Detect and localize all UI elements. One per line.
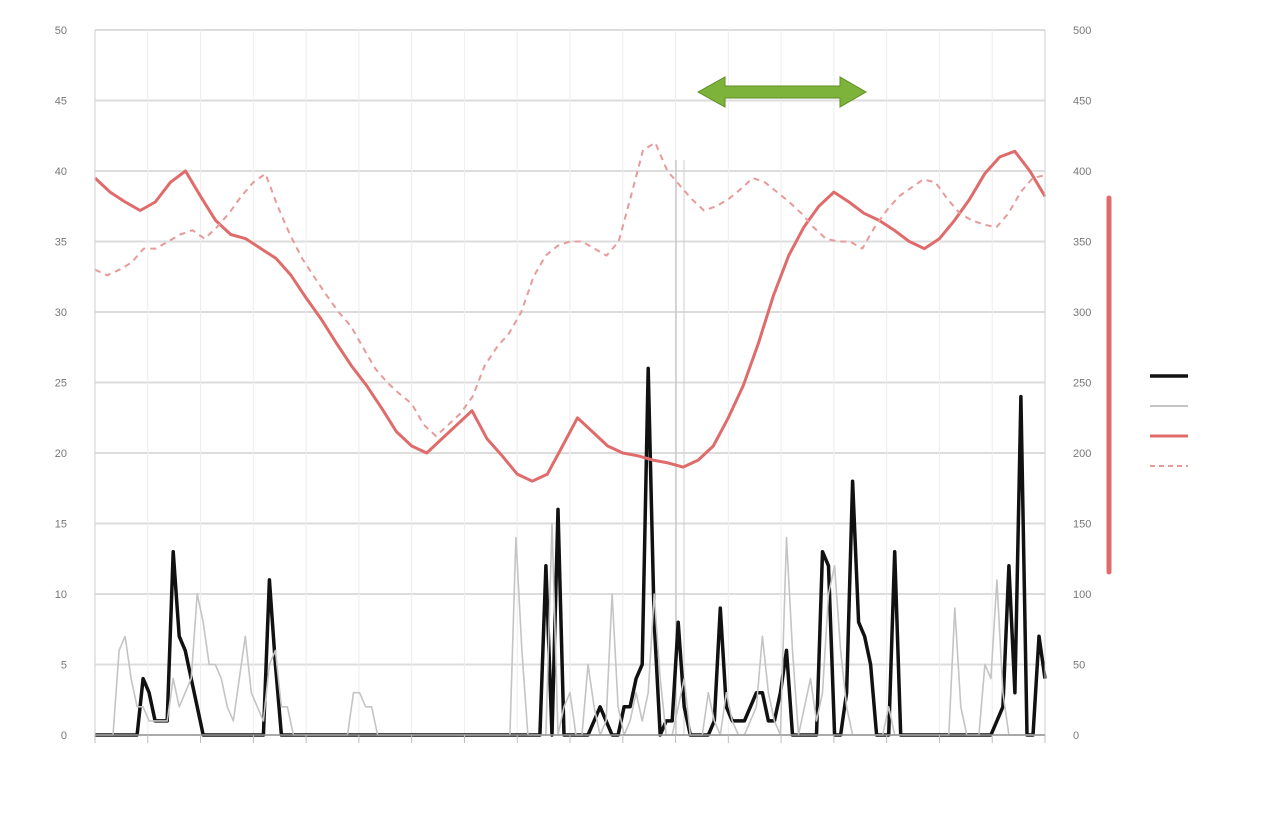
left-tick-label: 30: [55, 307, 67, 319]
series-line-4: [94, 141, 1046, 438]
right-tick-label: 350: [1073, 237, 1091, 249]
right-tick-label: 400: [1073, 166, 1091, 178]
left-tick-label: 35: [55, 237, 67, 249]
right-tick-label: 500: [1073, 25, 1091, 37]
right-tick-label: 100: [1073, 589, 1091, 601]
right-tick-label: 50: [1073, 660, 1085, 672]
right-tick-label: 0: [1073, 730, 1079, 742]
legend: [1150, 374, 1188, 467]
left-tick-label: 20: [55, 448, 67, 460]
left-tick-label: 15: [55, 519, 67, 531]
right-tick-label: 250: [1073, 378, 1091, 390]
left-tick-label: 5: [61, 660, 67, 672]
series-line-3: [93, 149, 1047, 483]
left-tick-label: 45: [55, 96, 67, 108]
right-tick-label: 200: [1073, 448, 1091, 460]
green-double-arrow: [696, 76, 868, 108]
left-tick-label: 10: [55, 589, 67, 601]
left-tick-label: 25: [55, 378, 67, 390]
left-tick-label: 40: [55, 166, 67, 178]
gridlines: [94, 29, 1046, 736]
right-tick-label: 300: [1073, 307, 1091, 319]
right-tick-label: 150: [1073, 519, 1091, 531]
axes-layer: 0510152025303540455005010015020025030035…: [55, 25, 1112, 743]
left-tick-label: 0: [61, 730, 67, 742]
left-tick-label: 50: [55, 25, 67, 37]
right-tick-label: 450: [1073, 96, 1091, 108]
series-line-2: [95, 522, 1045, 736]
